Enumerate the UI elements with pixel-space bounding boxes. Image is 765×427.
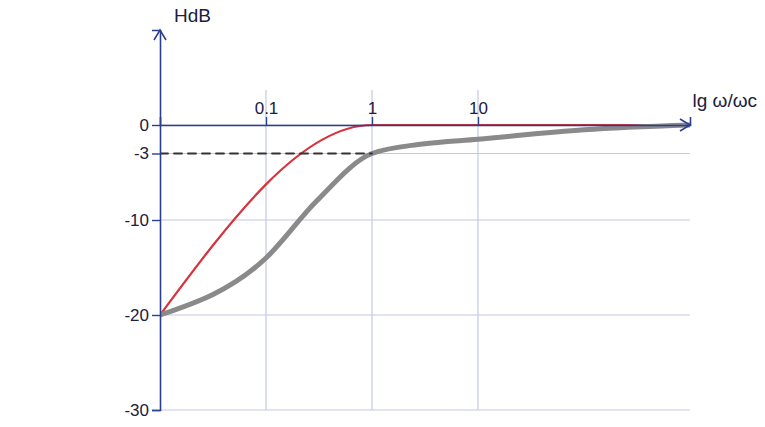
chart: 0.1 1 10 0 -3 -10 -20 -30 HdB lg ω/ωc xyxy=(0,0,765,427)
y-tick-label: 0 xyxy=(140,116,149,135)
grid-line xyxy=(371,90,372,410)
grid-line xyxy=(160,153,690,154)
plot-area xyxy=(160,125,690,315)
y-tick: -30 xyxy=(124,401,160,420)
x-tick-mark xyxy=(266,117,267,125)
x-tick-mark xyxy=(372,117,373,125)
x-tick: 1 xyxy=(368,99,377,125)
x-arrow xyxy=(680,119,690,131)
x-tick-label: 10 xyxy=(469,99,488,118)
grid-line xyxy=(160,219,690,220)
y-tick: -20 xyxy=(124,306,160,325)
x-tick-mark xyxy=(478,117,479,125)
x-axis: 0.1 1 10 xyxy=(161,99,691,126)
y-tick-mark xyxy=(152,125,160,126)
y-tick-mark xyxy=(152,315,160,316)
x-tick: 10 xyxy=(469,99,488,125)
series-line xyxy=(160,125,690,315)
x-axis-title: lg ω/ωc xyxy=(692,90,757,111)
series-line xyxy=(160,153,372,155)
x-axis-line xyxy=(161,117,691,126)
y-axis: 0 -3 -10 -20 -30 xyxy=(124,31,160,420)
grid-line xyxy=(160,409,690,410)
grid-line xyxy=(160,314,690,315)
y-tick-mark xyxy=(152,220,160,221)
y-arrow xyxy=(154,30,166,40)
y-tick-label: -30 xyxy=(124,401,149,420)
x-tick-label: 1 xyxy=(368,99,377,118)
x-tick-label: 0.1 xyxy=(255,99,279,118)
y-tick-mark xyxy=(152,153,160,154)
series-line xyxy=(160,125,690,315)
y-axis-title: HdB xyxy=(174,5,211,26)
y-tick-label: -3 xyxy=(134,144,149,163)
y-tick-mark xyxy=(152,410,160,411)
y-tick: -3 xyxy=(134,144,160,163)
grid-line xyxy=(265,90,266,410)
y-axis-line xyxy=(152,31,161,411)
y-tick-label: -20 xyxy=(124,306,149,325)
grid xyxy=(160,90,690,410)
y-tick: -10 xyxy=(124,211,160,230)
y-tick: 0 xyxy=(140,116,160,135)
axis-arrows xyxy=(154,30,690,131)
x-tick: 0.1 xyxy=(255,99,279,125)
y-tick-label: -10 xyxy=(124,211,149,230)
